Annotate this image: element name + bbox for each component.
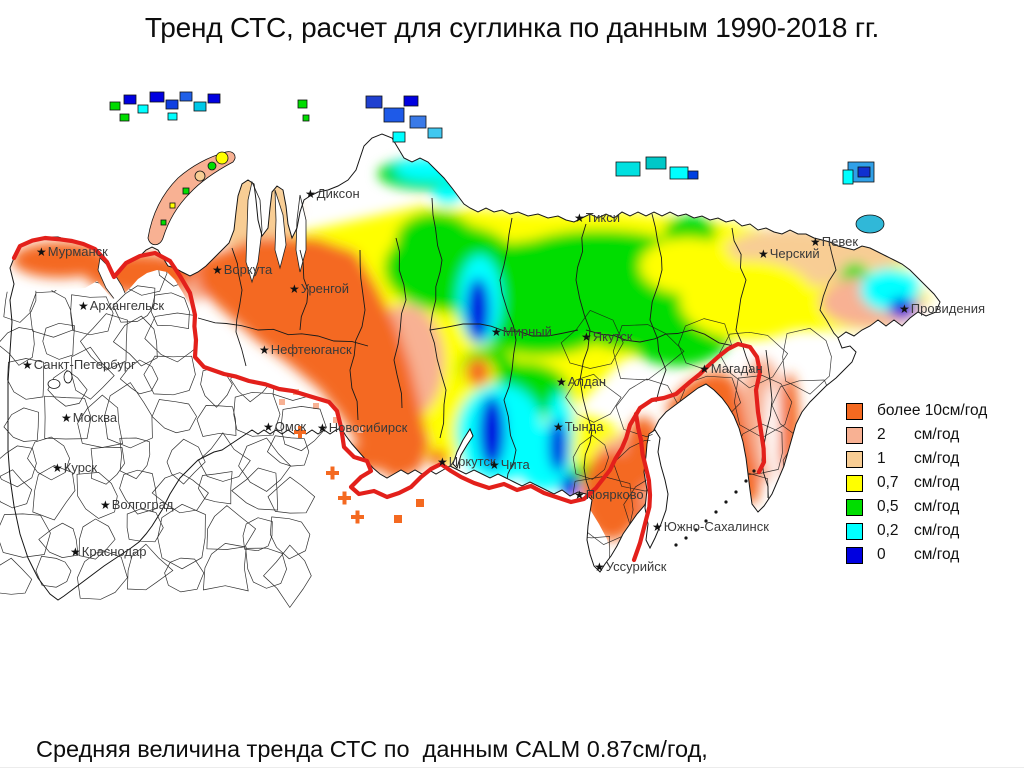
caption-line-1: Средняя величина тренда СТС по данным CA… [36, 736, 708, 762]
legend-item: 0,5 см/год [846, 495, 987, 519]
legend-swatch [846, 498, 863, 516]
legend-unit: см/год [914, 522, 960, 539]
slide-title: Тренд СТС, расчет для суглинка по данным… [144, 12, 880, 43]
legend-value: 0,7 [877, 474, 899, 491]
legend-unit: см/год [914, 474, 960, 491]
sea-inlets [97, 180, 307, 305]
arctic-islands [109, 91, 885, 246]
slide-caption: Средняя величина тренда СТС по данным CA… [36, 669, 708, 767]
kuril-islands [674, 469, 756, 547]
legend-value: 0,2 [877, 522, 899, 539]
legend-item: 0 см/год [846, 543, 987, 567]
legend-value: 1 [877, 450, 886, 467]
legend-unit: см/год [914, 546, 960, 563]
legend-swatch [846, 402, 863, 420]
permafrost-boundary-line [11, 235, 767, 505]
legend-item: 2 см/год [846, 423, 987, 447]
lakes [47, 370, 474, 469]
region-borders [197, 197, 843, 499]
legend-value: 2 [877, 426, 886, 443]
legend-swatch [846, 450, 863, 468]
permafrost-boundary-branch [631, 411, 653, 563]
legend-item: 0,7 см/год [846, 471, 987, 495]
legend-item: 0,2 см/год [846, 519, 987, 543]
legend-item: более 10 см/год [846, 399, 987, 423]
legend-unit: см/год [942, 402, 988, 419]
legend-item: 1 см/год [846, 447, 987, 471]
legend-swatch [846, 546, 863, 564]
legend-swatch [846, 474, 863, 492]
legend-unit: см/год [914, 498, 960, 515]
legend-unit: см/год [914, 450, 960, 467]
map-legend: более 10 см/год 2 см/год 1 см/год 0,7 см/год 0,5… [846, 399, 987, 567]
legend-value: 0 [877, 546, 886, 563]
legend-swatch [846, 522, 863, 540]
legend-swatch [846, 426, 863, 444]
legend-unit: см/год [914, 426, 960, 443]
sakhalin-island [643, 429, 669, 550]
legend-value: более 10 [877, 402, 942, 419]
legend-value: 0,5 [877, 498, 899, 515]
